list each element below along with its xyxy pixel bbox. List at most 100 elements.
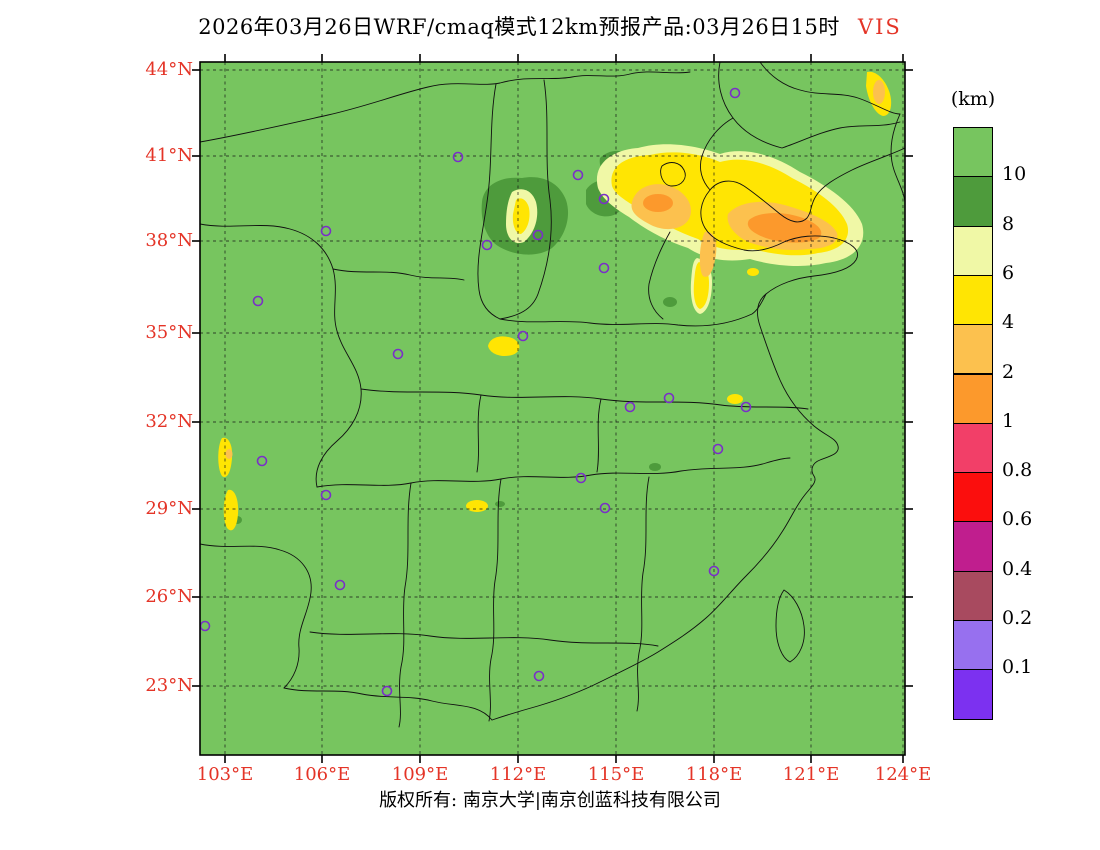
boundary-line: [476, 394, 482, 473]
station-marker: [517, 330, 529, 342]
boundary-line: [596, 398, 602, 473]
visibility-patch: [495, 501, 505, 507]
colorbar-segment: [953, 521, 993, 572]
station-marker: [599, 502, 611, 514]
colorbar-segment: [953, 225, 993, 276]
colorbar-tick-label: 1: [1002, 409, 1015, 432]
boundary-line: [491, 147, 906, 721]
map-background: [200, 62, 905, 755]
map-frame: [199, 61, 906, 756]
colorbar-segment: [953, 422, 993, 474]
station-marker: [532, 229, 544, 241]
colorbar-unit-label: (km): [950, 88, 996, 110]
station-markers: [199, 87, 752, 697]
colorbar-segment: [953, 324, 993, 375]
lon-tick-label: 121°E: [782, 764, 840, 785]
lon-tick-label: 112°E: [489, 764, 547, 785]
visibility-patch: [747, 268, 759, 276]
title-variable-vis: VIS: [857, 15, 902, 39]
page-title: 2026年03月26日WRF/cmaq模式12km预报产品:03月26日15时 V…: [0, 11, 1100, 41]
lon-tick-label: 106°E: [293, 764, 351, 785]
boundary-line: [499, 293, 767, 327]
province-boundaries: [199, 61, 906, 728]
station-marker: [624, 401, 636, 413]
axis-ticks: [192, 54, 913, 763]
station-marker: [575, 472, 587, 484]
boundary-line: [332, 268, 465, 281]
colorbar-tick-label: 0.2: [1002, 607, 1033, 629]
colorbar-tick-label: 8: [1002, 212, 1015, 235]
lat-tick-label: 32°N: [145, 411, 193, 432]
visibility-patch: [649, 463, 661, 471]
lat-tick-label: 38°N: [145, 230, 193, 251]
colorbar-segment: [953, 570, 993, 621]
colorbar: [953, 127, 993, 720]
station-marker: [598, 262, 610, 274]
lat-tick-label: 29°N: [145, 498, 193, 519]
boundary-line: [283, 687, 493, 721]
station-marker: [708, 565, 720, 577]
colorbar-tick-label: 10: [1002, 163, 1027, 186]
colorbar-segment: [953, 274, 993, 326]
visibility-patch: [223, 489, 239, 531]
station-marker: [256, 455, 268, 467]
boundary-line: [199, 543, 312, 689]
boundary-line: [775, 589, 805, 663]
lat-tick-label: 41°N: [145, 145, 193, 166]
station-marker: [381, 685, 393, 697]
colorbar-tick-label: 0.6: [1002, 508, 1033, 531]
boundary-line: [636, 476, 650, 712]
boundary-line: [398, 482, 412, 728]
station-marker: [320, 489, 332, 501]
forecast-map: [192, 54, 913, 763]
lon-tick-label: 109°E: [391, 764, 449, 785]
station-marker: [481, 239, 493, 251]
visibility-patch: [488, 336, 520, 356]
lat-tick-label: 44°N: [145, 59, 193, 80]
visibility-patch: [873, 80, 885, 104]
visibility-patch: [643, 194, 673, 212]
colorbar-segment: [953, 373, 993, 424]
colorbar-tick-label: 0.4: [1002, 557, 1033, 580]
colorbar-tick-label: 0.8: [1002, 459, 1033, 482]
title-text: 2026年03月26日WRF/cmaq模式12km预报产品:03月26日15时: [198, 15, 840, 39]
lon-tick-label: 115°E: [587, 764, 645, 785]
station-marker: [663, 392, 675, 404]
boundary-line: [499, 79, 552, 320]
boundary-line: [488, 478, 502, 722]
station-marker: [740, 401, 752, 413]
colorbar-segment: [953, 472, 993, 523]
visibility-patch: [727, 394, 743, 404]
boundary-line: [660, 162, 686, 187]
station-marker: [334, 579, 346, 591]
boundary-line: [648, 231, 671, 320]
boundary-line: [759, 61, 901, 115]
station-marker: [252, 295, 264, 307]
visibility-patch: [699, 231, 717, 277]
colorbar-segment: [953, 176, 993, 227]
station-marker: [598, 193, 610, 205]
visibility-patch: [218, 437, 233, 478]
boundary-line: [199, 223, 362, 488]
lon-tick-label: 103°E: [196, 764, 254, 785]
boundary-line: [718, 61, 901, 149]
lon-tick-label: 118°E: [685, 764, 743, 785]
boundary-line: [199, 71, 691, 143]
boundary-line: [477, 83, 501, 320]
station-marker: [533, 670, 545, 682]
colorbar-segment: [953, 669, 993, 720]
colorbar-tick-label: 4: [1002, 311, 1015, 334]
station-marker: [712, 443, 724, 455]
visibility-patch: [466, 500, 488, 512]
station-marker: [320, 225, 332, 237]
station-marker: [392, 348, 404, 360]
colorbar-tick-label: 2: [1002, 360, 1015, 383]
visibility-patch: [663, 297, 677, 307]
colorbar-tick-label: 6: [1002, 261, 1015, 284]
visibility-patch: [512, 198, 530, 234]
station-marker: [729, 87, 741, 99]
station-marker: [572, 169, 584, 181]
lat-tick-label: 26°N: [145, 586, 193, 607]
boundary-line: [309, 631, 659, 647]
grid-lines: [200, 62, 905, 755]
